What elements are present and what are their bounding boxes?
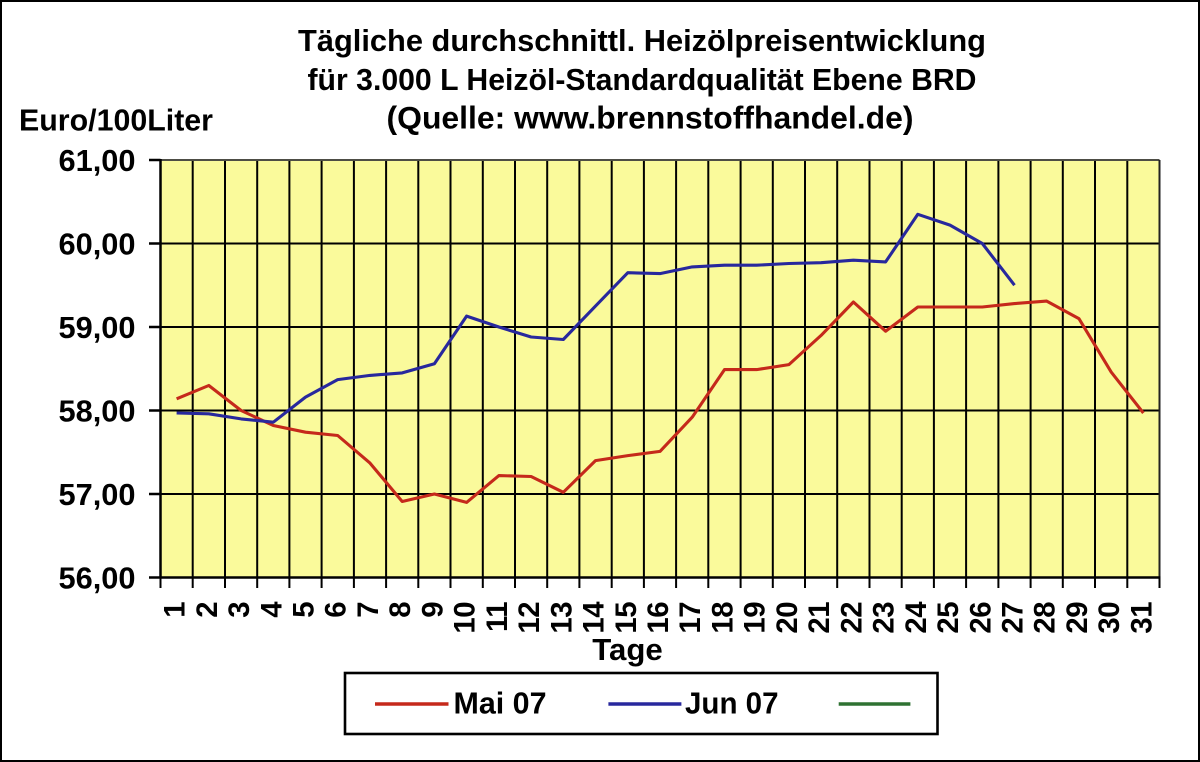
svg-text:18: 18 xyxy=(707,602,740,634)
svg-text:15: 15 xyxy=(610,602,643,634)
svg-text:23: 23 xyxy=(868,602,901,634)
svg-text:27: 27 xyxy=(997,602,1030,634)
svg-text:Jun 07: Jun 07 xyxy=(685,687,779,721)
svg-text:26: 26 xyxy=(964,602,997,634)
svg-text:Mai 07: Mai 07 xyxy=(454,687,547,721)
svg-text:28: 28 xyxy=(1029,602,1062,634)
svg-text:9: 9 xyxy=(416,602,449,618)
svg-text:56,00: 56,00 xyxy=(59,562,136,596)
svg-text:4: 4 xyxy=(255,601,288,618)
svg-text:5: 5 xyxy=(288,602,321,618)
svg-text:22: 22 xyxy=(835,602,868,634)
svg-text:20: 20 xyxy=(771,602,804,634)
svg-text:58,00: 58,00 xyxy=(59,395,136,429)
svg-text:17: 17 xyxy=(674,602,707,634)
svg-text:24: 24 xyxy=(900,601,933,634)
svg-text:59,00: 59,00 xyxy=(59,311,136,345)
svg-text:Tage: Tage xyxy=(592,633,663,667)
svg-text:31: 31 xyxy=(1125,602,1158,634)
svg-text:8: 8 xyxy=(384,602,417,618)
svg-text:21: 21 xyxy=(803,602,836,634)
svg-text:29: 29 xyxy=(1061,602,1094,634)
svg-text:57,00: 57,00 xyxy=(59,478,136,512)
svg-text:7: 7 xyxy=(352,602,385,618)
svg-text:Tägliche durchschnittl. Heizöl: Tägliche durchschnittl. Heizölpreisentwi… xyxy=(298,24,986,58)
svg-text:11: 11 xyxy=(481,602,514,632)
svg-text:Euro/100Liter: Euro/100Liter xyxy=(19,104,213,138)
svg-text:3: 3 xyxy=(223,602,256,618)
svg-text:61,00: 61,00 xyxy=(59,144,136,178)
svg-text:1: 1 xyxy=(159,602,192,618)
svg-text:16: 16 xyxy=(642,602,675,634)
svg-text:13: 13 xyxy=(545,602,578,634)
svg-text:12: 12 xyxy=(513,602,546,634)
svg-text:(Quelle: www.brennstoffhandel.: (Quelle: www.brennstoffhandel.de) xyxy=(387,100,914,136)
svg-text:19: 19 xyxy=(739,602,772,634)
svg-text:25: 25 xyxy=(932,602,965,634)
svg-text:60,00: 60,00 xyxy=(59,228,136,262)
svg-text:10: 10 xyxy=(449,602,482,634)
svg-text:2: 2 xyxy=(191,602,224,618)
svg-text:für 3.000 L Heizöl-Standardqua: für 3.000 L Heizöl-Standardqualität Eben… xyxy=(308,63,977,97)
svg-text:30: 30 xyxy=(1093,602,1126,634)
svg-text:6: 6 xyxy=(320,602,353,618)
svg-text:14: 14 xyxy=(578,601,611,634)
